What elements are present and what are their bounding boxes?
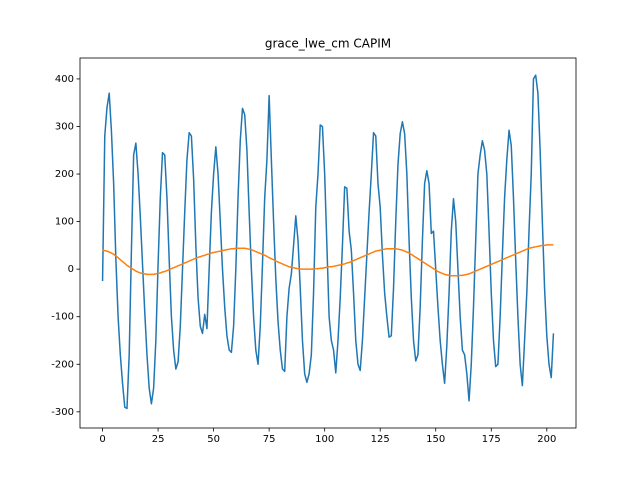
- y-tick-label: -300: [51, 407, 74, 418]
- y-tick-label: 0: [68, 264, 74, 275]
- y-tick-label: 200: [55, 169, 74, 180]
- y-tick-label: 100: [55, 217, 74, 228]
- data-line: [101, 74, 555, 410]
- x-tick-label: 150: [426, 434, 445, 445]
- y-tick-label: -200: [51, 359, 74, 370]
- x-tick-label: 0: [99, 434, 105, 445]
- y-tick-label: 400: [55, 74, 74, 85]
- x-tick-label: 75: [263, 434, 276, 445]
- x-tick-label: 50: [207, 434, 220, 445]
- y-tick-label: 300: [55, 121, 74, 132]
- y-tick-label: -100: [51, 312, 74, 323]
- data-line: [102, 244, 554, 277]
- x-tick-label: 200: [537, 434, 556, 445]
- x-tick-label: 100: [315, 434, 334, 445]
- x-tick-label: 25: [152, 434, 165, 445]
- chart-title: grace_lwe_cm CAPIM: [265, 37, 391, 51]
- plot-frame: [79, 57, 577, 429]
- x-tick-label: 175: [482, 434, 501, 445]
- x-tick-label: 125: [371, 434, 390, 445]
